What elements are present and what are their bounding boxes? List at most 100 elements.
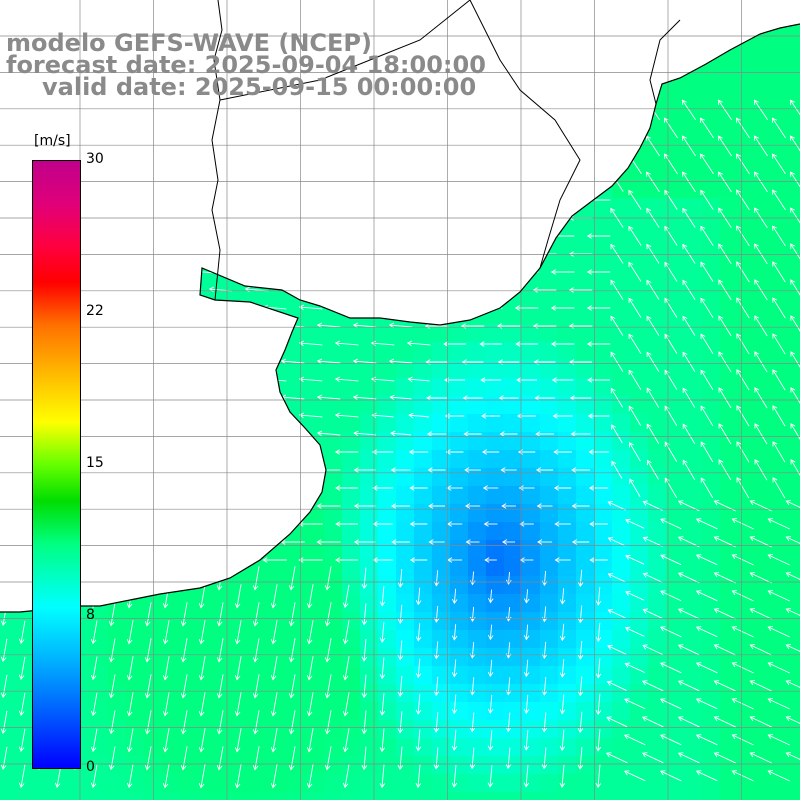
- wind-arrow: [190, 557, 215, 563]
- wind-arrow: [406, 232, 431, 239]
- wind-arrow: [180, 674, 188, 699]
- wind-arrow: [428, 539, 445, 545]
- wind-arrow: [559, 764, 566, 788]
- wind-arrow: [234, 584, 242, 609]
- wind-arrow: [754, 387, 768, 409]
- wind-arrow: [749, 572, 772, 584]
- wind-arrow: [767, 698, 790, 710]
- wind-arrow: [736, 333, 750, 355]
- wind-arrow: [426, 395, 447, 401]
- wind-arrow: [234, 764, 242, 789]
- wind-arrow: [82, 268, 107, 275]
- wind-arrow: [754, 459, 768, 481]
- wind-arrow: [677, 536, 700, 548]
- wind-arrow: [415, 658, 422, 679]
- wind-arrow: [154, 557, 179, 563]
- wind-arrow: [607, 501, 626, 511]
- wind-arrow: [415, 729, 422, 752]
- wind-arrow: [426, 431, 447, 437]
- wind-arrow: [162, 728, 170, 753]
- wind-arrow: [108, 602, 116, 627]
- wind-arrow: [642, 608, 663, 619]
- wind-arrow: [642, 644, 664, 656]
- wind-arrow: [646, 279, 660, 300]
- wind-arrow: [172, 467, 197, 473]
- wind-arrow: [316, 250, 341, 257]
- wind-arrow: [610, 315, 624, 336]
- wind-arrow: [767, 626, 790, 638]
- wind-arrow: [717, 99, 732, 121]
- wind-arrow: [501, 503, 516, 509]
- wind-arrow: [288, 566, 296, 591]
- wind-arrow: [118, 268, 143, 275]
- wind-arrow: [523, 694, 530, 714]
- wind-arrow: [731, 590, 754, 602]
- wind-arrow: [517, 449, 536, 455]
- wind-arrow: [790, 315, 800, 337]
- wind-arrow: [607, 609, 626, 619]
- wind-arrow: [180, 602, 188, 627]
- wind-arrow: [481, 449, 500, 455]
- wind-arrow: [749, 608, 772, 620]
- wind-arrow: [10, 412, 35, 419]
- wind-arrow: [0, 432, 17, 436]
- wind-arrow: [677, 680, 700, 692]
- wind-arrow: [388, 214, 413, 221]
- wind-arrow: [409, 485, 428, 491]
- wind-arrow: [379, 693, 386, 716]
- wind-arrow: [731, 518, 754, 530]
- wind-arrow: [677, 608, 700, 620]
- wind-arrow: [772, 405, 786, 427]
- wind-arrow: [682, 351, 696, 372]
- wind-arrow: [280, 503, 305, 509]
- wind-arrow: [324, 566, 332, 591]
- wind-arrow: [306, 584, 314, 609]
- wind-arrow: [244, 214, 269, 221]
- wind-arrow: [659, 662, 682, 674]
- wind-arrow: [316, 358, 341, 365]
- wind-arrow: [660, 590, 682, 602]
- wind-arrow: [208, 106, 233, 113]
- wind-arrow: [298, 304, 323, 311]
- wind-arrow: [559, 659, 566, 678]
- wind-arrow: [100, 503, 125, 509]
- wind-arrow: [82, 232, 107, 239]
- wind-arrow: [610, 135, 624, 156]
- wind-arrow: [551, 377, 574, 383]
- wind-arrow: [316, 430, 341, 437]
- wind-arrow: [0, 396, 17, 400]
- wind-arrow: [190, 449, 215, 455]
- wind-arrow: [641, 680, 664, 692]
- wind-arrow: [577, 569, 584, 588]
- wind-arrow: [118, 449, 143, 455]
- wind-arrow: [451, 729, 458, 751]
- wind-arrow: [736, 189, 750, 211]
- wind-arrow: [372, 521, 393, 527]
- wind-arrow: [505, 747, 512, 770]
- wind-arrow: [628, 333, 642, 354]
- wind-arrow: [487, 730, 494, 751]
- wind-arrow: [190, 376, 215, 383]
- wind-arrow: [352, 106, 377, 113]
- wind-arrow: [451, 588, 458, 605]
- wind-arrow: [532, 287, 557, 293]
- wind-arrow: [90, 620, 98, 645]
- wind-arrow: [624, 626, 645, 637]
- wind-arrow: [136, 106, 161, 113]
- wind-arrow: [790, 459, 800, 481]
- wind-arrow: [408, 449, 429, 455]
- wind-arrow: [190, 124, 215, 131]
- wind-arrow: [754, 171, 768, 193]
- wind-arrow: [550, 341, 575, 347]
- wind-arrow: [388, 106, 413, 113]
- wind-arrow: [469, 712, 476, 733]
- wind-arrow: [100, 539, 125, 545]
- wind-arrow: [397, 675, 404, 697]
- wind-arrow: [677, 572, 700, 584]
- wind-arrow: [100, 214, 125, 221]
- wind-arrow: [316, 394, 341, 401]
- wind-arrow: [767, 590, 790, 602]
- wind-arrow: [550, 197, 575, 203]
- wind-arrow: [298, 412, 323, 419]
- wind-arrow: [306, 764, 314, 789]
